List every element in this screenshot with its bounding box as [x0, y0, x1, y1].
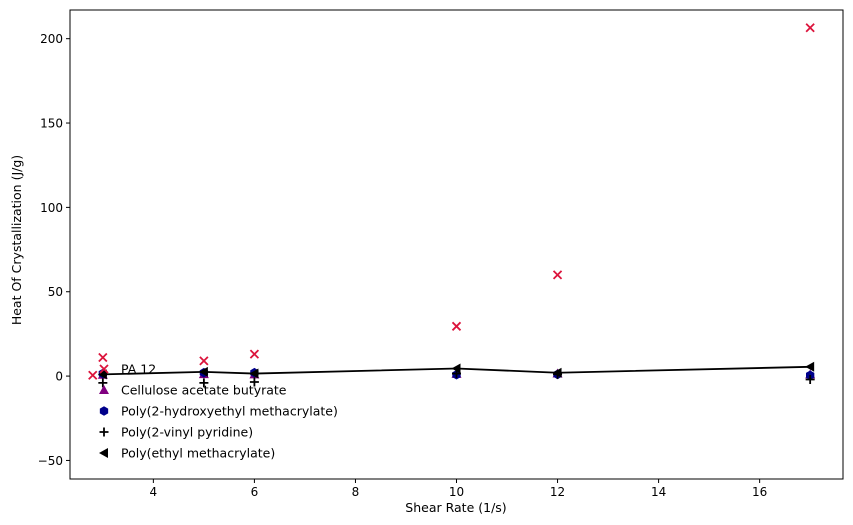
data-point: [805, 23, 815, 33]
x-tick-label: 14: [651, 485, 666, 499]
plot-area: [88, 23, 816, 388]
data-point: [249, 368, 259, 379]
x-tick-label: 10: [449, 485, 464, 499]
data-point: [249, 377, 259, 387]
legend-label: Cellulose acetate butyrate: [121, 383, 287, 398]
data-point: [552, 270, 563, 280]
x-tick-label: 6: [251, 485, 259, 499]
legend-label: PA 12: [121, 362, 156, 377]
y-tick-label: 50: [48, 285, 63, 299]
x-tick-label: 8: [352, 485, 360, 499]
legend-marker: [99, 385, 109, 394]
data-point: [552, 367, 562, 378]
data-point: [451, 321, 462, 331]
series-line: [102, 365, 811, 376]
legend-marker: [99, 427, 109, 437]
data-point: [97, 369, 107, 380]
legend-entry: PA 12: [99, 362, 156, 377]
data-point: [451, 363, 461, 374]
series-4: [97, 361, 815, 380]
y-tick-label: 200: [40, 32, 63, 46]
y-tick-label: 150: [40, 117, 63, 131]
data-point: [805, 361, 815, 372]
legend-label: Poly(2-hydroxyethyl methacrylate): [121, 404, 338, 419]
legend-entry: Cellulose acetate butyrate: [99, 383, 287, 398]
x-axis-label: Shear Rate (1/s): [405, 500, 506, 515]
x-tick-label: 12: [550, 485, 565, 499]
data-point: [805, 374, 815, 384]
axes: 4 6 8 10 12 14 16 −50 0 50 100 150 200: [38, 9, 844, 499]
legend-marker: [99, 406, 109, 416]
x-tick-label: 4: [150, 485, 158, 499]
data-point: [198, 366, 208, 377]
legend-marker: [99, 448, 108, 458]
legend-label: Poly(ethyl methacrylate): [121, 446, 275, 461]
y-tick-label: 100: [40, 201, 63, 215]
legend-entry: Poly(2-vinyl pyridine): [99, 425, 253, 440]
data-point: [249, 349, 260, 359]
legend: PA 12 Cellulose acetate butyrate Poly(2-hy…: [99, 362, 338, 461]
series-0: [88, 23, 815, 380]
legend-label: Poly(2-vinyl pyridine): [121, 425, 253, 440]
data-point: [98, 378, 108, 388]
data-point: [98, 352, 108, 363]
data-point: [199, 356, 209, 366]
legend-marker: [99, 364, 109, 374]
data-point: [199, 378, 209, 388]
y-tick-label: −50: [38, 454, 63, 468]
legend-entry: Poly(2-hydroxyethyl methacrylate): [99, 404, 338, 419]
legend-entry: Poly(ethyl methacrylate): [99, 446, 275, 461]
x-tick-label: 16: [752, 485, 767, 499]
data-point: [88, 370, 98, 380]
y-axis-label: Heat Of Crystallization (J/g): [9, 155, 24, 325]
y-tick-label: 0: [55, 370, 63, 384]
